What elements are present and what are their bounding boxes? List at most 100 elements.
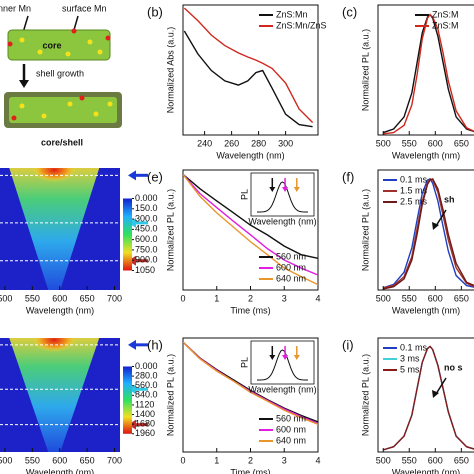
heatmap-band [9, 168, 100, 290]
inset-x-label: Wavelength (nm) [248, 384, 316, 394]
x-tick-label: 600 [428, 293, 443, 303]
x-tick-label: 4 [315, 455, 320, 465]
x-axis-label: Wavelength (nm) [392, 467, 460, 474]
surface-dots [7, 28, 111, 47]
series-line [382, 178, 474, 289]
series-line [383, 13, 474, 135]
surface-mn-label: surface Mn [62, 3, 107, 13]
inset-curve [256, 181, 309, 213]
x-tick-label: 2 [248, 293, 253, 303]
x-tick-label: 1 [214, 293, 219, 303]
colorbar-tick-label: 1680 [135, 419, 155, 429]
inner-dots [19, 37, 103, 57]
y-axis-label: Normalized PL (a.u.) [360, 189, 370, 271]
x-tick-label: 600 [428, 455, 443, 465]
heatmap-area [0, 168, 120, 290]
colorbar-tick-label: 840.0 [135, 390, 158, 400]
pointer [73, 15, 79, 31]
inset-curve [256, 349, 309, 381]
legend-label: 1.5 ms [400, 185, 428, 195]
legend-label: 600 nm [276, 262, 306, 272]
legend-label: 560 nm [276, 251, 306, 261]
legend-label: 600 nm [276, 424, 306, 434]
inset-x-label: Wavelength (nm) [248, 216, 316, 226]
x-tick-label: 600 [428, 138, 443, 148]
panel-label: (h) [147, 337, 163, 352]
panel-label: (e) [147, 169, 163, 184]
step-label: shell growth [36, 68, 84, 78]
x-tick-label: 3 [282, 293, 287, 303]
heatmap-band [9, 338, 100, 452]
inset-frame [250, 340, 315, 385]
colorbar-tick-label: 300.0 [135, 213, 158, 223]
plot-frame [377, 337, 474, 453]
x-tick-label: 650 [80, 455, 95, 465]
x-axis-label: Wavelength (nm) [26, 467, 94, 474]
colorbar-tick-label: 560.0 [135, 380, 158, 390]
annotation-arrow [435, 209, 447, 227]
inset-arrow-head [269, 187, 276, 192]
x-tick-label: 4 [315, 293, 320, 303]
y-axis-label: Normalized PL (a.u.) [165, 354, 175, 436]
annotation-arrow-head [432, 222, 439, 230]
colorbar-tick-label: 1050 [135, 265, 155, 275]
colorbar-tick-label: 0.000 [135, 193, 158, 203]
x-axis-label: Wavelength (nm) [26, 305, 94, 315]
x-tick-label: 500 [0, 455, 12, 465]
inset-arrow-head [282, 355, 289, 360]
x-tick-label: 550 [402, 293, 417, 303]
core-box [9, 97, 117, 123]
panel-label: (c) [342, 4, 357, 19]
plot-area [382, 13, 474, 135]
y-axis-label: Normalized PL (a.u.) [360, 29, 370, 111]
x-tick-label: 300 [278, 138, 293, 148]
core-label: core [42, 40, 61, 50]
inner-dots [19, 101, 113, 119]
x-axis-label: Wavelength (nm) [216, 150, 284, 160]
inset-arrow-head [293, 355, 300, 360]
legend-label: 560 nm [276, 413, 306, 423]
legend-label: 0.1 ms [400, 342, 428, 352]
series-line [183, 173, 318, 286]
colorbar-tick-label: 150.0 [135, 203, 158, 213]
colorbar-tick-label: 750.0 [135, 244, 158, 254]
legend-label: ZnS:M [432, 20, 459, 30]
inner-mn-label: inner Mn [0, 3, 31, 13]
annotation: sh [444, 194, 455, 204]
colorbar-tick-label: 900.0 [135, 255, 158, 265]
heatmap-area [0, 338, 120, 452]
y-axis-label: Normalized PL (a.u.) [360, 354, 370, 436]
series-line [382, 13, 474, 134]
plot-frame [182, 4, 319, 136]
x-tick-label: 650 [80, 293, 95, 303]
x-axis-label: Time (ms) [230, 467, 270, 474]
arrow-head [19, 80, 29, 88]
x-tick-label: 500 [376, 455, 391, 465]
plot-area [183, 340, 318, 425]
x-tick-label: 600 [52, 293, 67, 303]
x-tick-label: 500 [376, 138, 391, 148]
x-tick-label: 240 [197, 138, 212, 148]
x-tick-label: 550 [25, 293, 40, 303]
x-tick-label: 650 [454, 138, 469, 148]
annotation: no s [444, 362, 463, 372]
y-axis-label: Normalized Abs (a.u.) [165, 27, 175, 114]
x-tick-label: 550 [25, 455, 40, 465]
inset-y-label: PL [239, 357, 249, 368]
x-tick-label: 500 [376, 293, 391, 303]
result-label: core/shell [41, 137, 83, 147]
x-tick-label: 0 [180, 455, 185, 465]
series-line [383, 345, 474, 451]
plot-frame [377, 4, 474, 136]
x-tick-label: 500 [0, 293, 12, 303]
legend-label: ZnS:M [432, 9, 459, 19]
legend-label: ZnS:Mn [276, 9, 308, 19]
x-tick-label: 700 [107, 293, 122, 303]
inset-frame [250, 172, 315, 217]
schematic: inner Mn surface Mn core shell growth co… [0, 3, 122, 147]
x-tick-label: 550 [402, 138, 417, 148]
plot-area [183, 172, 318, 286]
colorbar-tick-label: 450.0 [135, 224, 158, 234]
x-tick-label: 280 [251, 138, 266, 148]
x-tick-label: 1 [214, 455, 219, 465]
